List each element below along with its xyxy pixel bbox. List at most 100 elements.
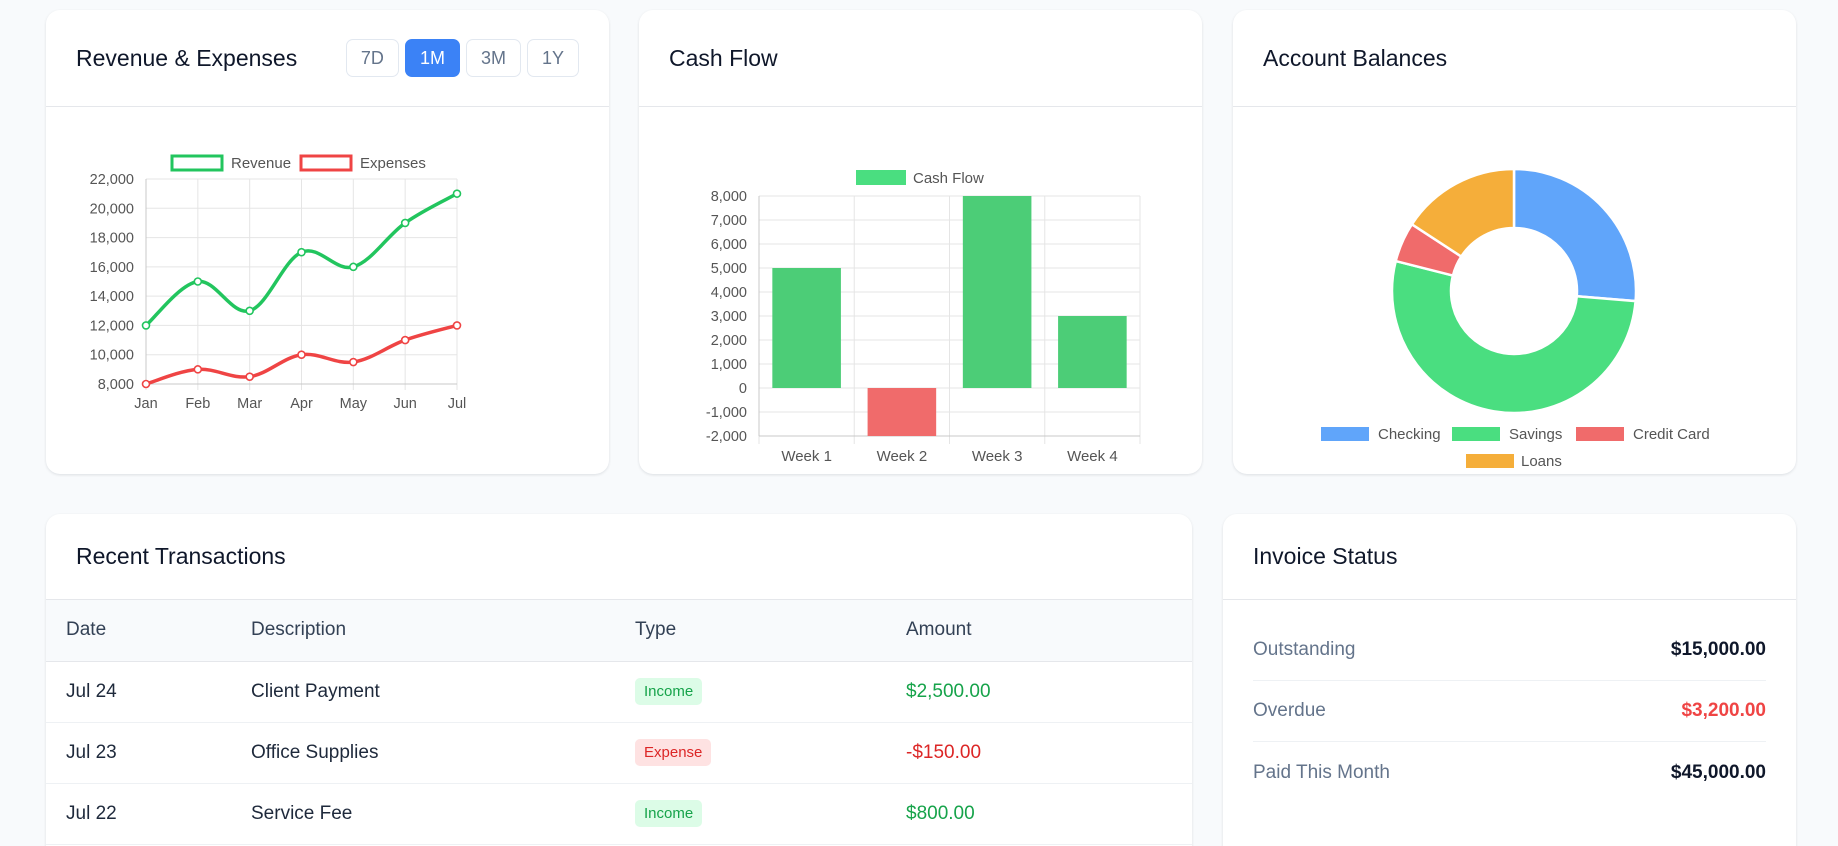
range-1y-button[interactable]: 1Y — [526, 39, 579, 77]
revenue-expenses-title: Revenue & Expenses — [76, 44, 298, 71]
y-tick-label: -1,000 — [706, 405, 747, 421]
legend-label: Expenses — [360, 155, 426, 172]
data-point — [452, 321, 462, 330]
row-description: Office Supplies — [251, 741, 379, 763]
y-tick-label: 6,000 — [711, 237, 747, 253]
row-description: Service Fee — [251, 802, 353, 824]
y-tick-label: 12,000 — [90, 318, 134, 334]
y-tick-label: 4,000 — [711, 285, 747, 301]
column-description: Description — [251, 619, 347, 641]
data-point — [297, 350, 306, 360]
type-badge: Income — [635, 800, 703, 827]
invoice-status-header: Invoice Status — [1223, 514, 1796, 600]
transactions-table: Date Description Type Amount Jul 24 Clie… — [46, 600, 1192, 845]
x-tick-label: Jun — [393, 396, 416, 412]
x-tick-label: Apr — [290, 396, 313, 412]
row-date: Jul 22 — [66, 802, 117, 824]
bar-week-2 — [867, 388, 937, 436]
data-point — [349, 262, 358, 272]
y-tick-label: 1,000 — [711, 357, 747, 373]
x-tick-label: Feb — [185, 396, 210, 412]
bar-week-1 — [772, 268, 841, 388]
recent-transactions-header: Recent Transactions — [46, 514, 1192, 600]
data-point — [400, 335, 410, 345]
y-tick-label: 22,000 — [90, 172, 134, 188]
bar-week-4 — [1058, 316, 1127, 388]
y-tick-label: 7,000 — [711, 213, 747, 229]
data-point — [245, 372, 254, 381]
legend-label: Checking — [1378, 426, 1441, 443]
slice-checking — [1512, 167, 1638, 303]
legend-label: Revenue — [231, 155, 291, 172]
x-tick-label: Week 3 — [972, 448, 1023, 465]
account-balances-title: Account Balances — [1263, 44, 1448, 71]
range-1m-button[interactable]: 1M — [404, 39, 460, 77]
data-point — [349, 357, 358, 367]
legend-swatch — [1576, 427, 1624, 441]
legend-label: Cash Flow — [913, 170, 984, 187]
table-row[interactable]: Jul 22 Service Fee Income $800.00 — [46, 783, 1192, 844]
account-balances-header: Account Balances — [1233, 10, 1796, 107]
legend-swatch — [170, 154, 224, 172]
account-balances-donut-chart: Checking Savings Credit Card Loans — [1321, 167, 1710, 470]
revenue-expenses-line-chart: Revenue Expenses 8,000 10,000 12,000 14,000 16… — [90, 154, 467, 412]
table-row[interactable]: Jul 23 Office Supplies Expense -$150.00 — [46, 722, 1192, 783]
data-point — [193, 277, 203, 286]
cash-flow-header: Cash Flow — [639, 10, 1202, 107]
row-amount: -$150.00 — [906, 741, 982, 763]
legend-swatch — [299, 154, 353, 172]
y-tick-label: 16,000 — [90, 260, 134, 276]
y-tick-label: 3,000 — [711, 309, 747, 325]
slice-loans — [1410, 167, 1516, 259]
invoice-label: Outstanding — [1253, 639, 1356, 660]
invoice-status-card: Invoice Status Outstanding $15,000.00 Ov… — [1223, 514, 1796, 846]
y-tick-label: 14,000 — [90, 289, 134, 305]
legend-label: Savings — [1509, 426, 1562, 443]
data-point — [452, 189, 462, 198]
row-description: Client Payment — [251, 680, 380, 702]
column-amount: Amount — [906, 619, 972, 641]
invoice-label: Paid This Month — [1253, 761, 1390, 783]
legend-label: Loans — [1521, 453, 1562, 470]
x-tick-label: Mar — [237, 396, 262, 412]
data-point — [193, 365, 203, 374]
y-tick-label: 5,000 — [711, 261, 747, 277]
time-range-selector: 7D 1M 3M 1Y — [345, 39, 579, 77]
table-row[interactable]: Jul 24 Client Payment Income $2,500.00 — [46, 661, 1192, 722]
x-tick-label: Week 1 — [781, 448, 832, 465]
transactions-header-row: Date Description Type Amount — [46, 600, 1192, 661]
x-tick-label: May — [340, 396, 368, 412]
account-balances-card: Account Balances Checking Savings Credit C… — [1233, 10, 1796, 474]
x-tick-label: Week 2 — [877, 448, 928, 465]
y-tick-label: 18,000 — [90, 231, 134, 247]
revenue-expenses-card: Revenue & Expenses 7D 1M 3M 1Y Revenue Ex… — [46, 10, 609, 474]
cash-flow-title: Cash Flow — [669, 44, 778, 71]
range-3m-button[interactable]: 3M — [465, 39, 521, 77]
invoice-overdue-row: Overdue $3,200.00 — [1253, 681, 1766, 742]
bar-week-3 — [962, 196, 1032, 388]
invoice-label: Overdue — [1253, 700, 1326, 721]
legend-swatch — [856, 170, 906, 185]
y-tick-label: 8,000 — [98, 377, 134, 393]
invoice-value: $3,200.00 — [1681, 700, 1766, 721]
recent-transactions-card: Recent Transactions Date Description Typ… — [46, 514, 1192, 846]
type-badge: Income — [635, 678, 703, 705]
x-tick-label: Jul — [448, 396, 467, 412]
legend-swatch — [1452, 427, 1500, 441]
column-date: Date — [66, 619, 107, 641]
legend-swatch — [1321, 427, 1369, 441]
slice-savings — [1390, 259, 1637, 415]
y-tick-label: 2,000 — [711, 333, 747, 349]
recent-transactions-title: Recent Transactions — [76, 543, 286, 569]
row-amount: $2,500.00 — [906, 680, 991, 702]
cash-flow-card: Cash Flow Cash Flow -2,000 -1,000 0 1,000 2,0… — [639, 10, 1202, 474]
range-7d-button[interactable]: 7D — [345, 39, 399, 77]
invoice-outstanding-row: Outstanding $15,000.00 — [1253, 620, 1766, 681]
invoice-paid-row: Paid This Month $45,000.00 — [1253, 742, 1766, 803]
invoice-value: $15,000.00 — [1670, 639, 1766, 660]
y-tick-label: -2,000 — [706, 429, 747, 445]
x-tick-label: Jan — [134, 396, 157, 412]
invoice-status-list: Outstanding $15,000.00 Overdue $3,200.00… — [1223, 600, 1796, 803]
data-point — [245, 306, 254, 316]
x-tick-label: Week 4 — [1067, 448, 1118, 465]
